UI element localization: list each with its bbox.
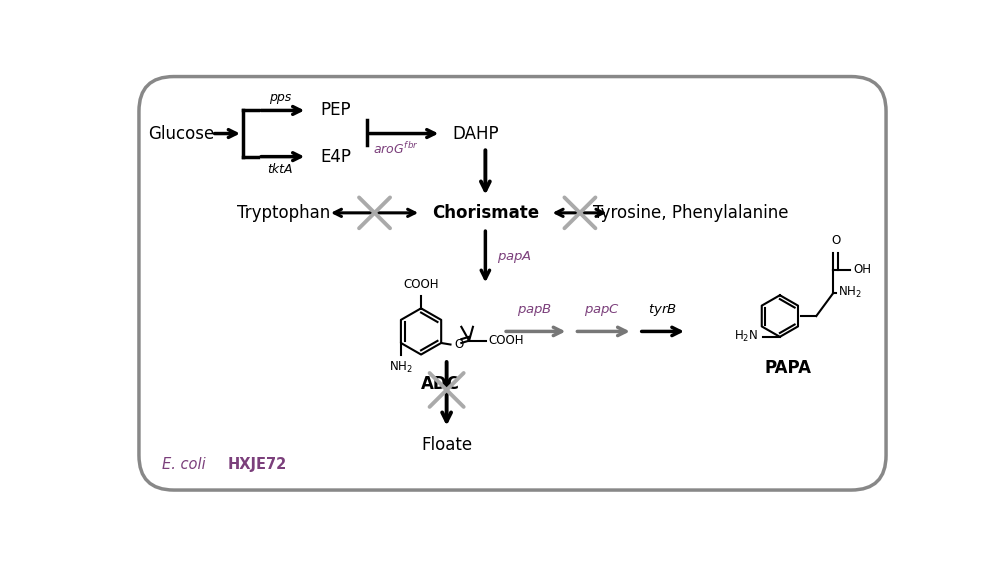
Text: $\mathit{aroG}^{\mathit{fbr}}$: $\mathit{aroG}^{\mathit{fbr}}$ bbox=[373, 141, 419, 157]
Text: tktA: tktA bbox=[267, 163, 293, 176]
Text: Glucose: Glucose bbox=[148, 125, 214, 142]
Text: OH: OH bbox=[853, 263, 871, 277]
Text: $\mathit{papC}$: $\mathit{papC}$ bbox=[584, 302, 620, 318]
Text: Tyrosine, Phenylalanine: Tyrosine, Phenylalanine bbox=[593, 204, 788, 222]
Text: H$_2$N: H$_2$N bbox=[734, 329, 758, 344]
Text: PEP: PEP bbox=[320, 102, 351, 119]
Text: $\mathit{papA}$: $\mathit{papA}$ bbox=[497, 249, 532, 265]
Text: pps: pps bbox=[269, 91, 291, 104]
Text: ADC: ADC bbox=[421, 375, 460, 393]
Text: PAPA: PAPA bbox=[764, 360, 811, 378]
Text: NH$_2$: NH$_2$ bbox=[389, 360, 413, 375]
Text: Chorismate: Chorismate bbox=[432, 204, 539, 222]
Text: E4P: E4P bbox=[320, 148, 351, 165]
Text: O: O bbox=[454, 338, 464, 351]
Text: O: O bbox=[831, 234, 840, 247]
Text: NH$_2$: NH$_2$ bbox=[838, 286, 862, 301]
Text: $\mathit{papB}$: $\mathit{papB}$ bbox=[517, 302, 552, 318]
FancyBboxPatch shape bbox=[139, 76, 886, 490]
Text: HXJE72: HXJE72 bbox=[228, 457, 287, 472]
Text: DAHP: DAHP bbox=[452, 125, 499, 142]
Text: Floate: Floate bbox=[421, 436, 472, 454]
Text: E. coli: E. coli bbox=[162, 457, 206, 472]
Text: Tryptophan: Tryptophan bbox=[237, 204, 330, 222]
Text: COOH: COOH bbox=[488, 334, 524, 347]
Text: COOH: COOH bbox=[403, 278, 439, 291]
Text: $\mathit{tyrB}$: $\mathit{tyrB}$ bbox=[648, 302, 676, 318]
